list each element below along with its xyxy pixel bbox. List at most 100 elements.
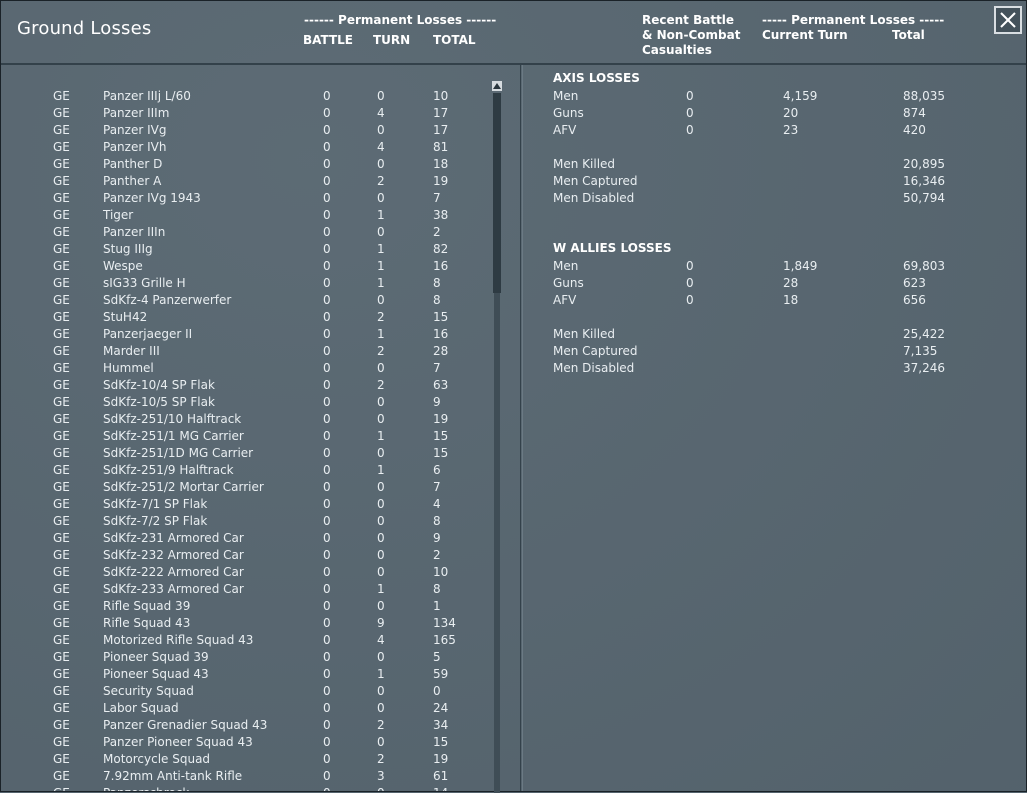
unit-total-losses: 5 bbox=[433, 650, 441, 664]
unit-nationality: GE bbox=[53, 327, 70, 341]
unit-battle-losses: 0 bbox=[323, 259, 331, 273]
unit-battle-losses: 0 bbox=[323, 599, 331, 613]
axis-losses-title: AXIS LOSSES bbox=[553, 71, 640, 85]
unit-row[interactable]: GE Pioneer Squad 39 0 0 5 bbox=[6, 650, 486, 667]
unit-battle-losses: 0 bbox=[323, 718, 331, 732]
unit-row[interactable]: GE sIG33 Grille H 0 1 8 bbox=[6, 276, 486, 293]
unit-row[interactable]: GE SdKfz-7/1 SP Flak 0 0 4 bbox=[6, 497, 486, 514]
scroll-up-button[interactable] bbox=[492, 81, 502, 91]
axis-casualty-row: Men Disabled 50,794 bbox=[523, 191, 1003, 208]
unit-name: Panther D bbox=[103, 157, 163, 171]
unit-battle-losses: 0 bbox=[323, 684, 331, 698]
unit-row[interactable]: GE Rifle Squad 43 0 9 134 bbox=[6, 616, 486, 633]
window-title: Ground Losses bbox=[17, 18, 152, 39]
unit-row[interactable]: GE Panzer IIIj L/60 0 0 10 bbox=[6, 89, 486, 106]
unit-row[interactable]: GE Panzerjaeger II 0 1 16 bbox=[6, 327, 486, 344]
unit-battle-losses: 0 bbox=[323, 616, 331, 630]
unit-row[interactable]: GE Wespe 0 1 16 bbox=[6, 259, 486, 276]
unit-turn-losses: 1 bbox=[377, 429, 385, 443]
unit-row[interactable]: GE Stug IIIg 0 1 82 bbox=[6, 242, 486, 259]
unit-battle-losses: 0 bbox=[323, 565, 331, 579]
current-turn-losses: 20 bbox=[783, 106, 799, 120]
close-button[interactable] bbox=[994, 6, 1022, 34]
unit-list-scrollbar[interactable] bbox=[492, 81, 502, 793]
unit-row[interactable]: GE SdKfz-233 Armored Car 0 1 8 bbox=[6, 582, 486, 599]
unit-battle-losses: 0 bbox=[323, 378, 331, 392]
unit-turn-losses: 1 bbox=[377, 242, 385, 256]
col-header-turn: TURN bbox=[373, 33, 411, 47]
close-icon bbox=[1000, 12, 1016, 28]
unit-total-losses: 38 bbox=[433, 208, 449, 222]
unit-row[interactable]: GE SdKfz-232 Armored Car 0 0 2 bbox=[6, 548, 486, 565]
unit-row[interactable]: GE SdKfz-231 Armored Car 0 0 9 bbox=[6, 531, 486, 548]
unit-row[interactable]: GE Panzer IIIm 0 4 17 bbox=[6, 106, 486, 123]
scroll-track[interactable] bbox=[494, 93, 500, 793]
unit-row[interactable]: GE SdKfz-10/5 SP Flak 0 0 9 bbox=[6, 395, 486, 412]
unit-row[interactable]: GE SdKfz-251/1D MG Carrier 0 0 15 bbox=[6, 446, 486, 463]
casualty-total: 37,246 bbox=[903, 361, 945, 375]
unit-turn-losses: 0 bbox=[377, 191, 385, 205]
unit-row[interactable]: GE SdKfz-251/10 Halftrack 0 0 19 bbox=[6, 412, 486, 429]
allies-loss-row: AFV 0 18 656 bbox=[523, 293, 1003, 310]
unit-nationality: GE bbox=[53, 667, 70, 681]
right-group-header: ----- Permanent Losses ----- bbox=[762, 13, 945, 27]
unit-row[interactable]: GE SdKfz-10/4 SP Flak 0 2 63 bbox=[6, 378, 486, 395]
unit-row[interactable]: GE Motorcycle Squad 0 2 19 bbox=[6, 752, 486, 769]
unit-turn-losses: 0 bbox=[377, 548, 385, 562]
unit-row[interactable]: GE SdKfz-251/9 Halftrack 0 1 6 bbox=[6, 463, 486, 480]
unit-nationality: GE bbox=[53, 293, 70, 307]
unit-total-losses: 8 bbox=[433, 514, 441, 528]
unit-row[interactable]: GE Motorized Rifle Squad 43 0 4 165 bbox=[6, 633, 486, 650]
unit-turn-losses: 2 bbox=[377, 344, 385, 358]
allies-losses-title: W ALLIES LOSSES bbox=[553, 241, 672, 255]
unit-row[interactable]: GE Panzer IIIn 0 0 2 bbox=[6, 225, 486, 242]
unit-nationality: GE bbox=[53, 412, 70, 426]
unit-battle-losses: 0 bbox=[323, 446, 331, 460]
unit-battle-losses: 0 bbox=[323, 174, 331, 188]
unit-nationality: GE bbox=[53, 735, 70, 749]
unit-battle-losses: 0 bbox=[323, 667, 331, 681]
unit-battle-losses: 0 bbox=[323, 106, 331, 120]
unit-row[interactable]: GE SdKfz-7/2 SP Flak 0 0 8 bbox=[6, 514, 486, 531]
unit-total-losses: 81 bbox=[433, 140, 449, 154]
unit-row[interactable]: GE Panzer Grenadier Squad 43 0 2 34 bbox=[6, 718, 486, 735]
unit-row[interactable]: GE Panzer IVh 0 4 81 bbox=[6, 140, 486, 157]
unit-row[interactable]: GE StuH42 0 2 15 bbox=[6, 310, 486, 327]
loss-label: Men bbox=[553, 89, 579, 103]
unit-turn-losses: 2 bbox=[377, 378, 385, 392]
unit-row[interactable]: GE Panzer IVg 0 0 17 bbox=[6, 123, 486, 140]
unit-row[interactable]: GE Hummel 0 0 7 bbox=[6, 361, 486, 378]
axis-casualty-row: Men Captured 16,346 bbox=[523, 174, 1003, 191]
unit-name: Panzer IIIm bbox=[103, 106, 170, 120]
unit-row[interactable]: GE Panther D 0 0 18 bbox=[6, 157, 486, 174]
unit-row[interactable]: GE Labor Squad 0 0 24 bbox=[6, 701, 486, 718]
unit-nationality: GE bbox=[53, 701, 70, 715]
unit-nationality: GE bbox=[53, 89, 70, 103]
unit-battle-losses: 0 bbox=[323, 310, 331, 324]
recent-casualties: 0 bbox=[686, 123, 694, 137]
unit-row[interactable]: GE Rifle Squad 39 0 0 1 bbox=[6, 599, 486, 616]
unit-row[interactable]: GE Panzerschreck 0 0 14 bbox=[6, 786, 486, 791]
unit-name: SdKfz-233 Armored Car bbox=[103, 582, 244, 596]
unit-turn-losses: 0 bbox=[377, 599, 385, 613]
unit-row[interactable]: GE Marder III 0 2 28 bbox=[6, 344, 486, 361]
unit-row[interactable]: GE Tiger 0 1 38 bbox=[6, 208, 486, 225]
unit-row[interactable]: GE Pioneer Squad 43 0 1 59 bbox=[6, 667, 486, 684]
scroll-thumb[interactable] bbox=[493, 93, 501, 293]
casualty-total: 50,794 bbox=[903, 191, 945, 205]
unit-total-losses: 9 bbox=[433, 395, 441, 409]
unit-row[interactable]: GE Panzer IVg 1943 0 0 7 bbox=[6, 191, 486, 208]
unit-total-losses: 16 bbox=[433, 327, 449, 341]
unit-row[interactable]: GE SdKfz-222 Armored Car 0 0 10 bbox=[6, 565, 486, 582]
unit-battle-losses: 0 bbox=[323, 633, 331, 647]
current-turn-losses: 4,159 bbox=[783, 89, 818, 103]
unit-row[interactable]: GE SdKfz-251/1 MG Carrier 0 1 15 bbox=[6, 429, 486, 446]
unit-row[interactable]: GE Panther A 0 2 19 bbox=[6, 174, 486, 191]
unit-row[interactable]: GE SdKfz-251/2 Mortar Carrier 0 0 7 bbox=[6, 480, 486, 497]
unit-row[interactable]: GE 7.92mm Anti-tank Rifle 0 3 61 bbox=[6, 769, 486, 786]
unit-row[interactable]: GE Panzer Pioneer Squad 43 0 0 15 bbox=[6, 735, 486, 752]
unit-turn-losses: 1 bbox=[377, 208, 385, 222]
unit-row[interactable]: GE SdKfz-4 Panzerwerfer 0 0 8 bbox=[6, 293, 486, 310]
unit-row[interactable]: GE Security Squad 0 0 0 bbox=[6, 684, 486, 701]
